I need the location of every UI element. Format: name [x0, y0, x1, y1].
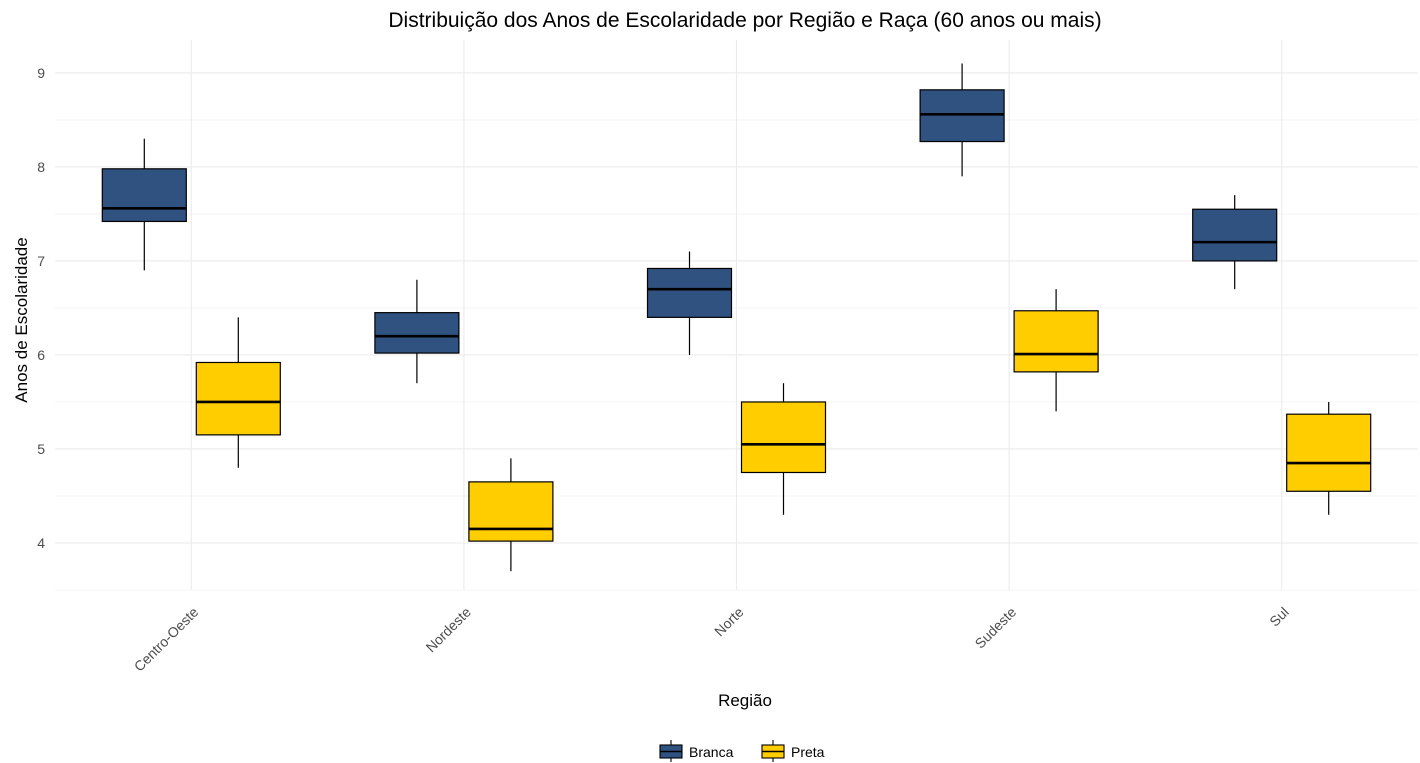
y-tick-label: 7: [37, 253, 45, 269]
y-tick-label: 8: [37, 159, 45, 175]
box-iqr: [101, 168, 187, 223]
legend-item-branca: Branca: [659, 740, 734, 762]
box-preta-nordeste: [468, 458, 554, 572]
box-iqr: [195, 361, 281, 436]
box-iqr: [468, 481, 554, 542]
box-branca-centro-oeste: [101, 138, 187, 271]
box-iqr: [646, 267, 733, 318]
box-iqr: [740, 401, 827, 474]
box-branca-sul: [1192, 195, 1278, 290]
box-iqr: [1192, 208, 1278, 262]
box-branca-sudeste: [919, 63, 1005, 177]
y-axis-title: Anos de Escolaridade: [12, 237, 31, 402]
box-iqr: [374, 312, 460, 354]
box-iqr: [1286, 413, 1372, 492]
box-iqr: [1013, 310, 1099, 373]
y-tick-label: 6: [37, 347, 45, 363]
legend-item-preta: Preta: [761, 740, 825, 762]
box-branca-norte: [646, 251, 733, 355]
y-tick-label: 9: [37, 65, 45, 81]
x-axis-title: Região: [718, 691, 772, 710]
legend-label: Branca: [689, 744, 734, 760]
y-tick-labels: 4 5 6 7 8 9: [37, 65, 45, 551]
box-series: [101, 63, 1372, 572]
box-preta-sudeste: [1013, 289, 1099, 412]
box-iqr: [919, 89, 1005, 143]
chart-title: Distribuição dos Anos de Escolaridade po…: [388, 9, 1101, 32]
y-tick-label: 4: [37, 535, 45, 551]
box-preta-centro-oeste: [195, 317, 281, 468]
box-branca-nordeste: [374, 279, 460, 384]
box-preta-sul: [1286, 401, 1372, 515]
box-preta-norte: [740, 383, 827, 515]
y-tick-label: 5: [37, 441, 45, 457]
legend: Branca Preta: [659, 740, 825, 762]
grid: [55, 40, 1418, 591]
legend-label: Preta: [791, 744, 825, 760]
